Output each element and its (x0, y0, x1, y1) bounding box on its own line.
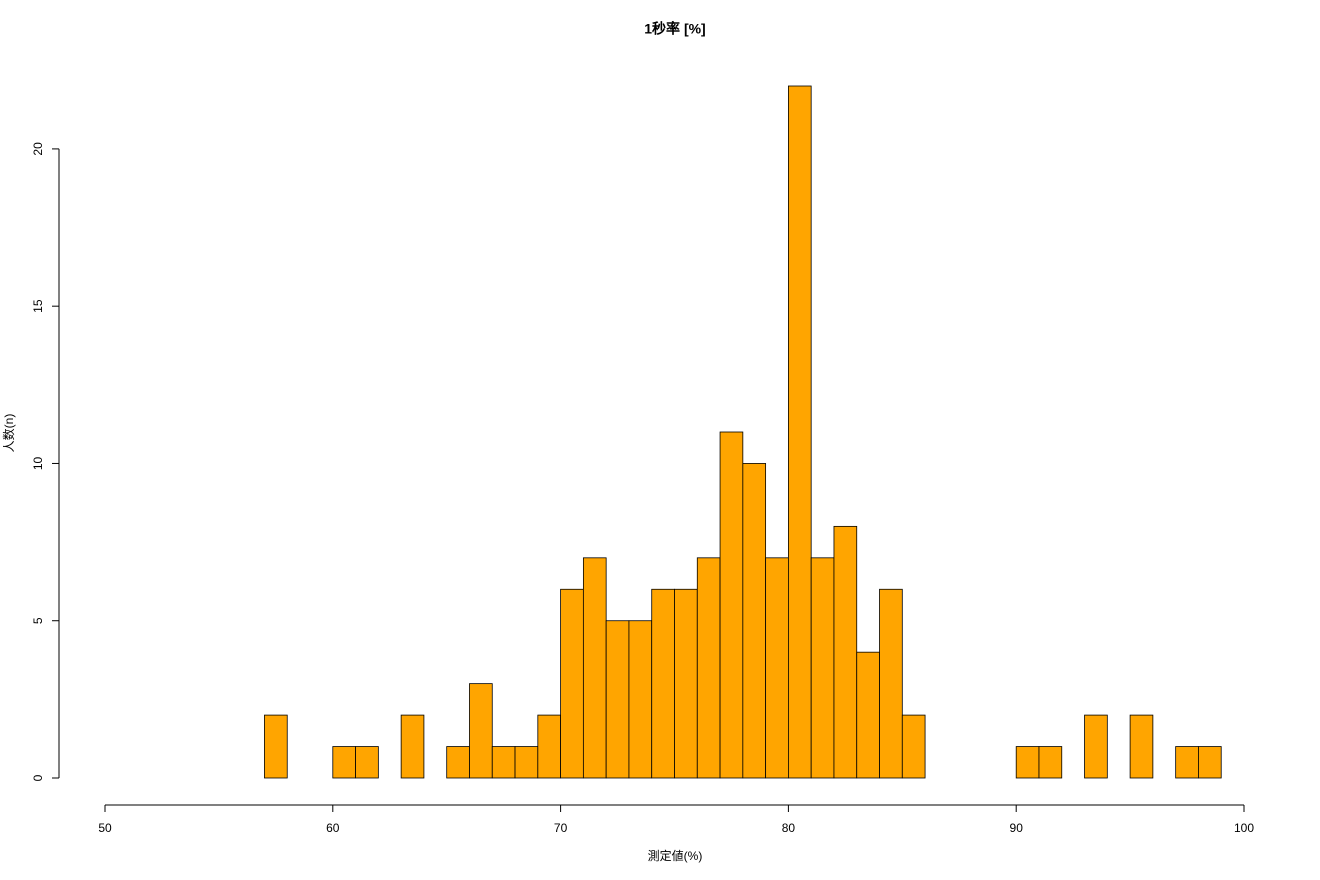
bar (469, 683, 493, 779)
bar (332, 746, 356, 779)
bar (765, 557, 789, 779)
bar (856, 651, 880, 779)
bar (674, 588, 698, 779)
x-tick-label: 80 (782, 821, 796, 835)
bar (879, 588, 903, 779)
x-tick-label: 90 (1010, 821, 1024, 835)
y-tick-label: 10 (31, 456, 45, 470)
x-axis-label: 測定値(%) (648, 848, 703, 863)
chart-title: 1秒率 [%] (644, 21, 705, 37)
bar (560, 588, 584, 779)
bar (446, 746, 470, 779)
bar (651, 588, 675, 779)
bar (1175, 746, 1199, 779)
x-tick-label: 100 (1234, 821, 1254, 835)
bar (1198, 746, 1222, 779)
y-axis-label: 人数(n) (1, 414, 16, 453)
bar (491, 746, 516, 779)
y-tick-label: 0 (31, 774, 45, 781)
bar (582, 557, 607, 779)
bar (537, 714, 562, 779)
bar (810, 557, 835, 779)
x-tick-label: 70 (554, 821, 568, 835)
y-tick-label: 5 (31, 617, 45, 624)
bar (514, 746, 539, 779)
bar (1015, 746, 1040, 779)
bar (1038, 746, 1063, 779)
bar (696, 557, 721, 779)
bar (788, 85, 812, 779)
bar (605, 620, 630, 779)
bar (1084, 714, 1108, 779)
bar (355, 746, 379, 779)
bar (264, 714, 288, 779)
y-tick-label: 20 (31, 142, 45, 156)
y-tick-label: 15 (31, 299, 45, 313)
bar (901, 714, 926, 779)
bar (400, 714, 425, 779)
x-tick-label: 50 (98, 821, 112, 835)
bar (833, 525, 858, 779)
bar (719, 431, 744, 779)
bar (742, 463, 767, 779)
x-tick-label: 60 (326, 821, 340, 835)
bar (628, 620, 653, 779)
bar (1129, 714, 1154, 779)
